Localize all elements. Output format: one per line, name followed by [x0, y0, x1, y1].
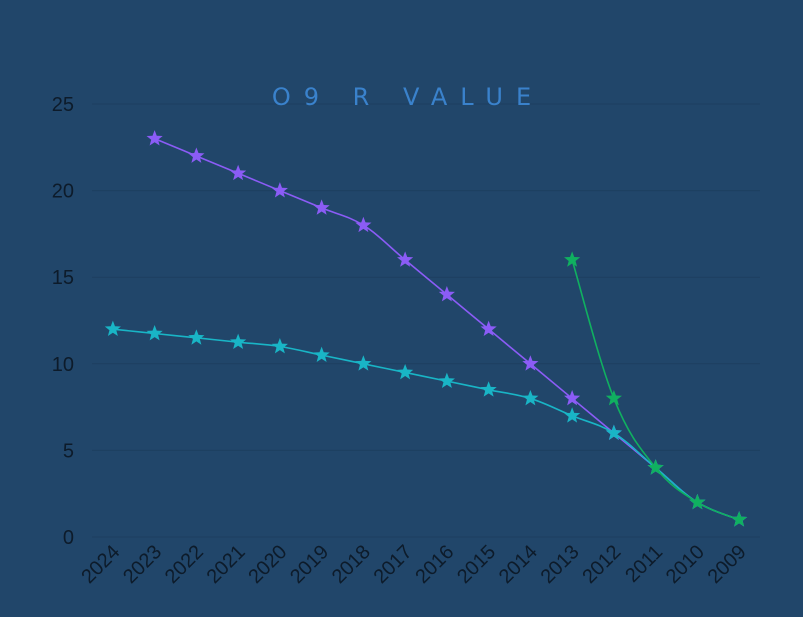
x-tick-label: 2024 [77, 541, 124, 588]
x-tick-label: 2019 [286, 541, 333, 588]
x-tick-label: 2022 [161, 541, 208, 588]
grid-layer [92, 103, 760, 538]
data-point-star [689, 493, 706, 510]
x-tick-label: 2009 [704, 541, 751, 588]
data-point-star [647, 459, 664, 475]
chart-title: O9 R VALUE [272, 83, 544, 111]
x-tick-label: 2021 [203, 541, 250, 588]
data-point-star [564, 251, 581, 267]
series-1 [104, 320, 748, 527]
data-point-star [313, 199, 330, 215]
data-point-star [355, 355, 372, 371]
y-tick-label: 10 [52, 354, 74, 376]
data-point-star [522, 355, 539, 371]
series-2 [564, 251, 748, 527]
x-tick-label: 2010 [662, 541, 709, 588]
x-tick-label: 2015 [453, 541, 500, 588]
data-point-star [397, 363, 414, 380]
data-point-star [146, 324, 163, 341]
x-tick-label: 2017 [370, 541, 417, 588]
x-tick-label: 2016 [411, 541, 458, 588]
x-tick-label: 2012 [578, 541, 625, 588]
data-point-star [271, 182, 288, 198]
y-tick-label: 0 [63, 527, 74, 549]
data-point-star [188, 147, 205, 163]
series-layer [104, 130, 748, 527]
data-point-star [188, 329, 205, 345]
x-tick-label: 2011 [621, 541, 667, 587]
data-point-star [480, 320, 497, 337]
x-axis: 2024202320222021202020192018201720162015… [77, 541, 750, 588]
data-point-star [438, 372, 455, 388]
y-axis: 0 5 10 15 20 25 [52, 94, 74, 549]
x-tick-label: 2020 [244, 541, 291, 588]
x-tick-label: 2018 [328, 541, 375, 588]
x-tick-label: 2013 [537, 541, 584, 588]
data-point-star [605, 389, 622, 406]
y-tick-label: 25 [52, 94, 74, 116]
data-point-star [230, 164, 247, 181]
data-point-star [313, 346, 330, 363]
data-point-star [146, 130, 163, 146]
series-line [112, 328, 740, 521]
data-point-star [355, 216, 372, 233]
data-point-star [480, 381, 497, 397]
data-point-star [104, 320, 121, 337]
data-point-star [438, 286, 455, 302]
y-tick-label: 15 [52, 267, 74, 289]
data-point-star [605, 424, 622, 440]
data-point-star [564, 389, 581, 406]
series-line [571, 259, 740, 521]
x-tick-label: 2014 [495, 541, 542, 588]
y-tick-label: 20 [52, 181, 74, 203]
data-point-star [564, 407, 581, 423]
data-point-star [397, 251, 414, 267]
y-tick-label: 5 [63, 440, 74, 462]
data-point-star [230, 333, 247, 350]
data-point-star [731, 511, 748, 527]
x-tick-label: 2023 [119, 541, 166, 588]
data-point-star [271, 337, 288, 354]
data-point-star [522, 389, 539, 406]
